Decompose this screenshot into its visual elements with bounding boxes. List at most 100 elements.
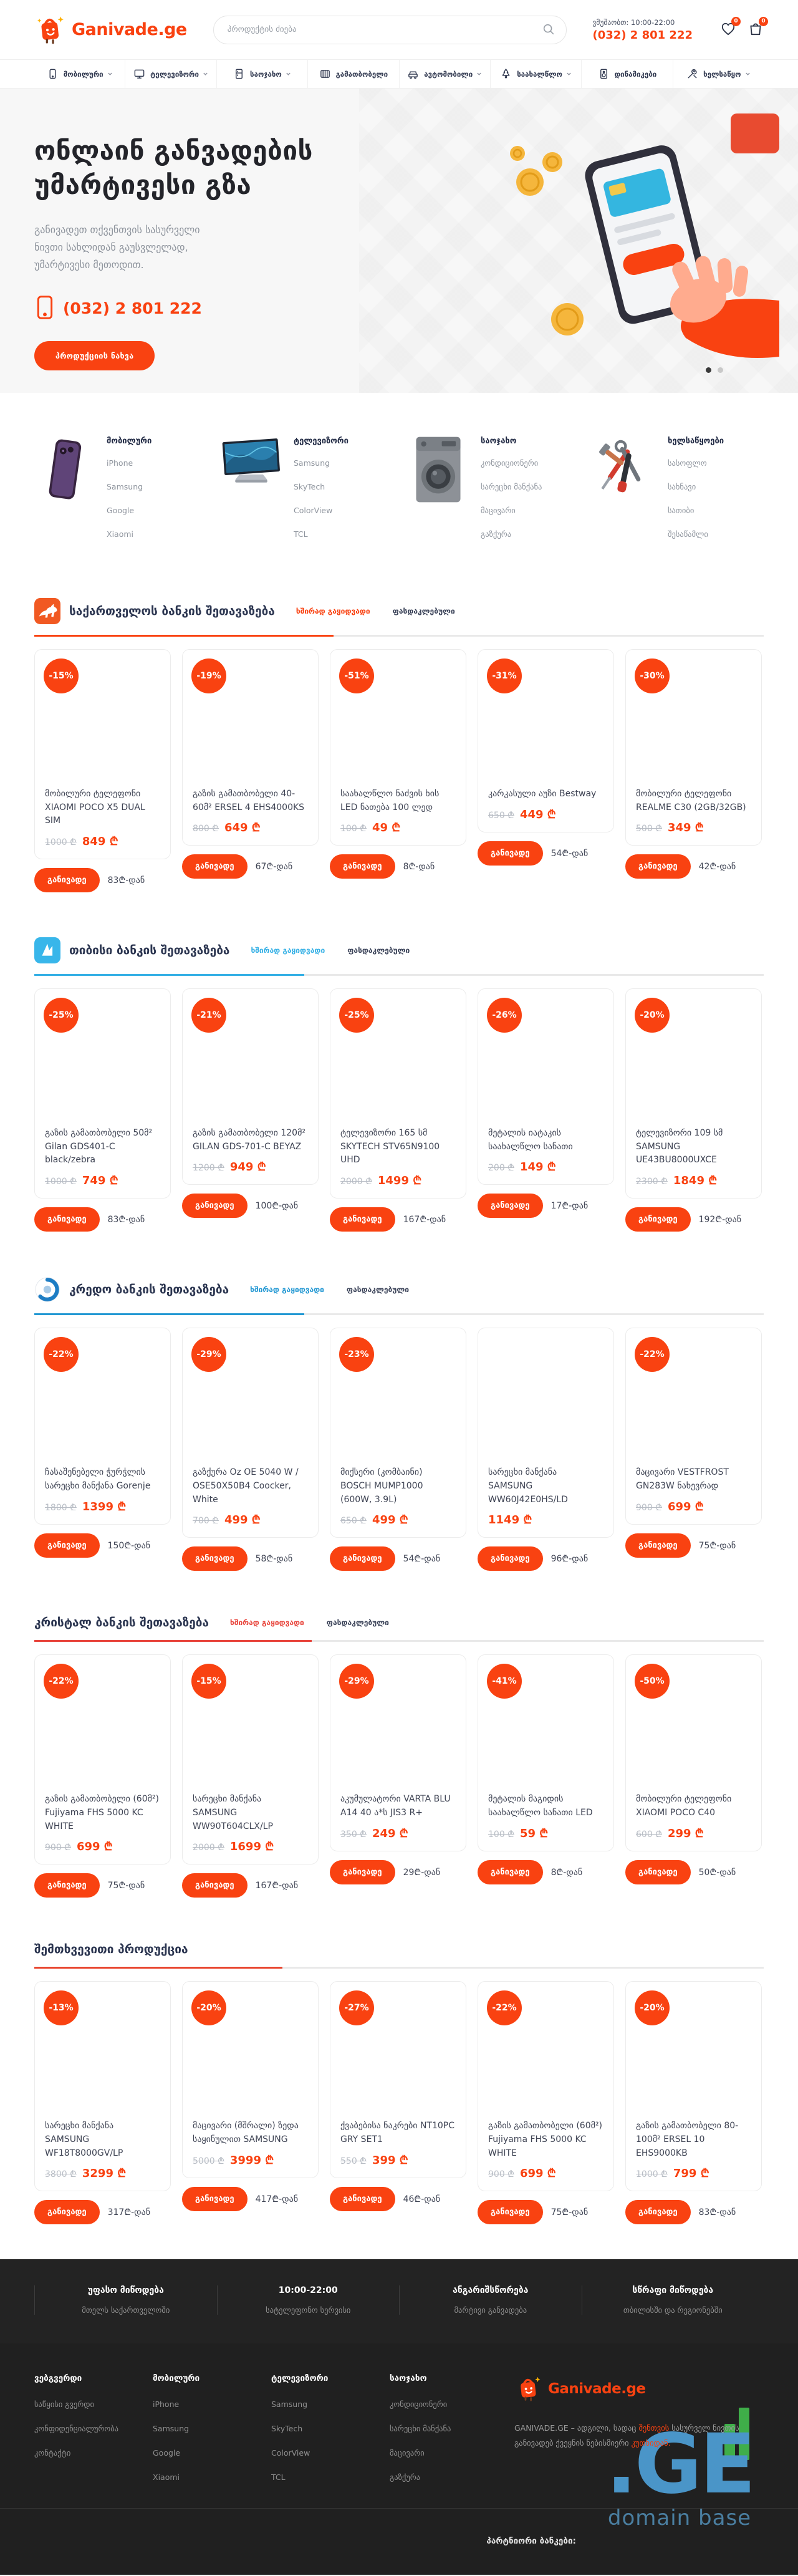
- nav-item-tv[interactable]: ტელევიზორი: [125, 60, 216, 88]
- product-card-body[interactable]: -27% ქვაბებისა ნაკრები NT10PC GRY SET1 5…: [330, 1981, 466, 2178]
- installment-button[interactable]: განივადე: [330, 1546, 395, 1571]
- footer-link[interactable]: კონფიდენციალურობა: [34, 2424, 119, 2434]
- hero-phone-number[interactable]: (032) 2 801 222: [63, 299, 202, 318]
- product-card-body[interactable]: -22% ჩასაშენებელი ჭურჭლის სარეცხი მანქან…: [34, 1328, 171, 1525]
- installment-button[interactable]: განივადე: [182, 1194, 248, 1218]
- cart-button[interactable]: 0: [748, 16, 768, 39]
- product-title[interactable]: მობილური ტელეფონი REALME C30 (2GB/32GB): [636, 789, 746, 813]
- product-card-body[interactable]: -30% მობილური ტელეფონი REALME C30 (2GB/3…: [625, 649, 762, 846]
- category-link[interactable]: iPhone: [107, 458, 133, 468]
- footer-link[interactable]: კონდიციონერი: [390, 2400, 448, 2410]
- tab-discounted[interactable]: ფასდაკლებული: [346, 1285, 409, 1295]
- product-title[interactable]: მაცივარი VESTFROST GN283W ნახევრად: [636, 1467, 729, 1491]
- category-link[interactable]: ColorView: [294, 506, 333, 515]
- product-card-body[interactable]: -50% მობილური ტელეფონი XIAOMI POCO C40 6…: [625, 1654, 762, 1851]
- nav-item-auto[interactable]: ავტომობილი: [398, 60, 490, 88]
- tab-popular[interactable]: ხშირად გაყიდვადი: [296, 607, 370, 615]
- product-card-body[interactable]: -20% მაცივარი (მშრალი) ზედა საყინულით SA…: [182, 1981, 319, 2178]
- category-link[interactable]: გაზქურა: [481, 529, 512, 539]
- product-card-body[interactable]: -22% მაცივარი VESTFROST GN283W ნახევრად …: [625, 1328, 762, 1525]
- product-title[interactable]: სარეცხი მანქანა SAMSUNG WF18T8000GV/LP: [45, 2121, 123, 2158]
- nav-item-appliances[interactable]: საოჯახო: [216, 60, 307, 88]
- header-phone[interactable]: (032) 2 801 222: [592, 28, 693, 42]
- product-title[interactable]: ქვაბებისა ნაკრები NT10PC GRY SET1: [340, 2121, 455, 2144]
- product-title[interactable]: გაზის გამათბობელი 80-100მ² ERSEL 10 EHS9…: [636, 2121, 739, 2158]
- product-title[interactable]: სარეცხი მანქანა SAMSUNG WW60J42E0HS/LD: [488, 1467, 568, 1505]
- tab-discounted[interactable]: ფასდაკლებული: [347, 946, 410, 955]
- product-card-body[interactable]: -25% ტელევიზორი 165 სმ SKYTECH STV65N910…: [330, 988, 466, 1199]
- installment-button[interactable]: განივადე: [330, 1860, 395, 1884]
- product-title[interactable]: კარკასული აუზი Bestway: [488, 789, 597, 799]
- category-title[interactable]: საოჯახო: [481, 437, 517, 446]
- category-link[interactable]: სათიბი: [668, 506, 695, 515]
- site-logo[interactable]: Ganivade.ge: [34, 12, 187, 47]
- installment-button[interactable]: განივადე: [330, 1207, 395, 1232]
- footer-link[interactable]: კონტაქტი: [34, 2448, 71, 2458]
- carousel-dot-2[interactable]: [718, 367, 723, 373]
- product-title[interactable]: მაცივარი (მშრალი) ზედა საყინულით SAMSUNG: [193, 2121, 299, 2144]
- category-title[interactable]: ტელევიზორი: [294, 437, 349, 446]
- tab-popular[interactable]: ხშირად გაყიდვადი: [251, 946, 325, 955]
- installment-button[interactable]: განივადე: [625, 1207, 691, 1232]
- installment-button[interactable]: განივადე: [478, 2200, 543, 2225]
- installment-button[interactable]: განივადე: [625, 854, 691, 879]
- installment-button[interactable]: განივადე: [182, 1873, 248, 1898]
- view-products-button[interactable]: პროდუქციის ნახვა: [34, 340, 155, 370]
- installment-button[interactable]: განივადე: [625, 1533, 691, 1558]
- tab-popular[interactable]: ხშირად გაყიდვადი: [250, 1285, 324, 1295]
- footer-link[interactable]: Samsung: [271, 2400, 308, 2410]
- tab-discounted[interactable]: ფასდაკლებული: [326, 1618, 389, 1628]
- category-link[interactable]: TCL: [294, 529, 308, 539]
- product-card-body[interactable]: -29% აკუმულატორი VARTA BLU A14 40 ა*ს JI…: [330, 1654, 466, 1851]
- installment-button[interactable]: განივადე: [478, 841, 543, 866]
- installment-button[interactable]: განივადე: [478, 1860, 543, 1884]
- category-link[interactable]: სარეცხი მანქანა: [481, 482, 542, 491]
- product-card-body[interactable]: -22% გაზის გამათბობელი (60მ²) Fujiyama F…: [478, 1981, 614, 2192]
- installment-button[interactable]: განივადე: [34, 868, 100, 893]
- product-card-body[interactable]: -51% საახალწლო ნაძვის ხის LED ნათება 100…: [330, 649, 466, 846]
- product-title[interactable]: გაზის გამათბობელი 50მ² Gilan GDS401-C bl…: [45, 1128, 153, 1165]
- product-card-body[interactable]: -21% გაზის გამათბობელი 120მ² GILAN GDS-7…: [182, 988, 319, 1185]
- category-link[interactable]: სასოფლო: [668, 458, 707, 468]
- carousel-dot-1[interactable]: [706, 367, 711, 373]
- footer-link[interactable]: SkyTech: [271, 2424, 303, 2434]
- product-card-body[interactable]: -29% გაზქურა Oz OE 5040 W / OSE50X50B4 C…: [182, 1328, 319, 1538]
- installment-button[interactable]: განივადე: [182, 1546, 248, 1571]
- product-title[interactable]: მობილური ტელეფონი XIAOMI POCO X5 DUAL SI…: [45, 789, 145, 826]
- nav-item-heater[interactable]: გამათბობელი: [307, 60, 398, 88]
- footer-link[interactable]: Samsung: [153, 2424, 190, 2434]
- category-title[interactable]: ხელსაწყოები: [668, 437, 724, 446]
- installment-button[interactable]: განივადე: [34, 1533, 100, 1558]
- category-link[interactable]: შესაწამლი: [668, 529, 708, 539]
- installment-button[interactable]: განივადე: [34, 2200, 100, 2225]
- product-title[interactable]: ტელევიზორი 165 სმ SKYTECH STV65N9100 UHD: [340, 1128, 440, 1165]
- product-card-body[interactable]: -15% სარეცხი მანქანა SAMSUNG WW90T604CLX…: [182, 1654, 319, 1865]
- installment-button[interactable]: განივადე: [478, 1546, 543, 1571]
- footer-link[interactable]: iPhone: [153, 2400, 180, 2410]
- product-title[interactable]: გაზის გამათბობელი 40-60მ² ERSEL 4 EHS400…: [193, 789, 305, 813]
- tab-popular[interactable]: ხშირად გაყიდვადი: [230, 1618, 304, 1628]
- category-link[interactable]: Samsung: [107, 482, 143, 491]
- search-icon[interactable]: [542, 22, 555, 39]
- footer-logo[interactable]: Ganivade.ge: [514, 2373, 764, 2405]
- product-card-body[interactable]: -15% მობილური ტელეფონი XIAOMI POCO X5 DU…: [34, 649, 171, 860]
- category-title[interactable]: მობილური: [107, 437, 152, 446]
- product-title[interactable]: მეტალის იატაკის საახალწლო სანათი: [488, 1128, 573, 1152]
- product-title[interactable]: გაზის გამათბობელი 120მ² GILAN GDS-701-C …: [193, 1128, 305, 1152]
- footer-link[interactable]: საწყისი გვერდი: [34, 2400, 94, 2410]
- category-link[interactable]: Samsung: [294, 458, 330, 468]
- nav-item-mobile[interactable]: მობილური: [34, 60, 125, 88]
- product-title[interactable]: გაზის გამათბობელი (60მ²) Fujiyama FHS 50…: [45, 1794, 160, 1831]
- installment-button[interactable]: განივადე: [182, 854, 248, 879]
- installment-button[interactable]: განივადე: [625, 1860, 691, 1884]
- category-link[interactable]: სახნავი: [668, 482, 696, 491]
- installment-button[interactable]: განივადე: [625, 2200, 691, 2225]
- nav-item-newyear[interactable]: საახალწლო: [489, 60, 581, 88]
- product-title[interactable]: გაზის გამათბობელი (60მ²) Fujiyama FHS 50…: [488, 2121, 603, 2158]
- installment-button[interactable]: განივადე: [330, 854, 395, 879]
- installment-button[interactable]: განივადე: [330, 2186, 395, 2211]
- installment-button[interactable]: განივადე: [478, 1194, 543, 1218]
- product-title[interactable]: სარეცხი მანქანა SAMSUNG WW90T604CLX/LP: [193, 1794, 273, 1831]
- product-title[interactable]: საახალწლო ნაძვის ხის LED ნათება 100 ლედ: [340, 789, 440, 813]
- product-card-body[interactable]: -19% გაზის გამათბობელი 40-60მ² ERSEL 4 E…: [182, 649, 319, 846]
